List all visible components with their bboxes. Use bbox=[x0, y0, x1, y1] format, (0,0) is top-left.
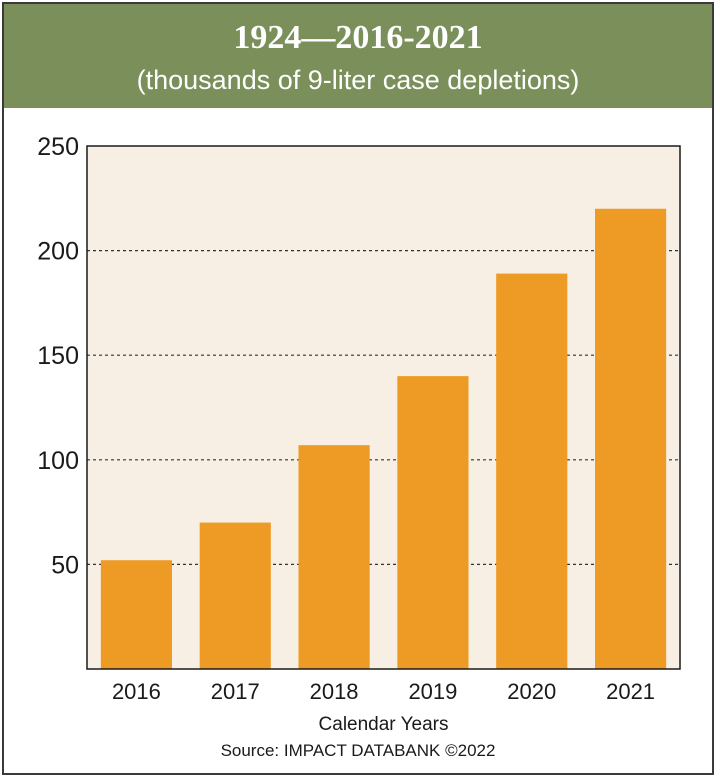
x-tick-label: 2019 bbox=[408, 679, 457, 704]
chart-subtitle: (thousands of 9-liter case depletions) bbox=[136, 65, 580, 95]
y-tick-label: 250 bbox=[37, 133, 79, 161]
bar-2018 bbox=[298, 445, 370, 669]
x-tick-label: 2016 bbox=[112, 679, 161, 704]
plot-area bbox=[87, 146, 680, 669]
y-tick-label: 100 bbox=[37, 447, 79, 475]
y-tick-label: 50 bbox=[51, 551, 79, 579]
y-axis-ticks: 50 100 150 200 250 bbox=[37, 133, 79, 579]
y-tick-label: 200 bbox=[37, 238, 79, 266]
chart-header: 1924—2016-2021 (thousands of 9-liter cas… bbox=[4, 4, 712, 108]
x-tick-label: 2020 bbox=[507, 679, 556, 704]
gridlines bbox=[87, 250, 680, 566]
x-tick-label: 2018 bbox=[310, 679, 359, 704]
chart-title: 1924—2016-2021 bbox=[233, 19, 483, 56]
bars bbox=[100, 208, 667, 669]
x-tick-label: 2021 bbox=[606, 679, 655, 704]
bar-2020 bbox=[496, 273, 568, 669]
bar-2021 bbox=[595, 208, 667, 669]
bar-2019 bbox=[397, 376, 469, 669]
x-tick-label: 2017 bbox=[211, 679, 260, 704]
plot-border bbox=[86, 145, 681, 670]
bar-2016 bbox=[100, 560, 172, 669]
x-axis-label: Calendar Years bbox=[319, 714, 449, 735]
x-axis-ticks: 2016 2017 2018 2019 2020 2021 bbox=[112, 679, 655, 704]
y-tick-label: 150 bbox=[37, 342, 79, 370]
source-note: Source: IMPACT DATABANK ©2022 bbox=[220, 741, 496, 760]
bar-2017 bbox=[199, 522, 271, 669]
